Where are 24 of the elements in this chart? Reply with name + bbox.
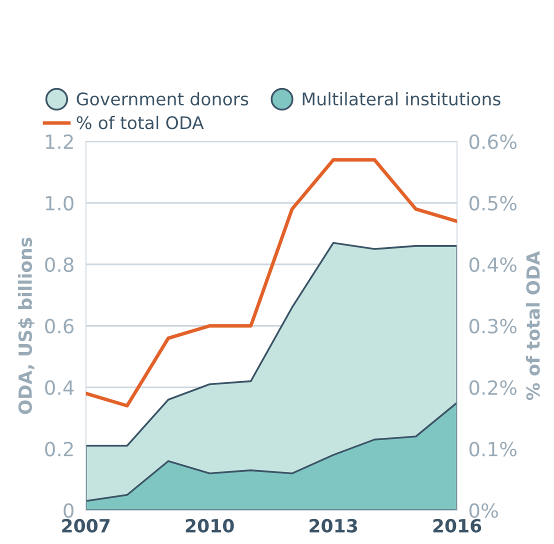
- y2-tick-label: 0.2%: [469, 380, 516, 395]
- y-tick-label: 0.8: [45, 257, 74, 272]
- y2-axis-title: % of total ODA: [526, 251, 540, 400]
- y-tick-label: 1.2: [46, 134, 73, 149]
- legend-label: % of total ODA: [76, 116, 204, 130]
- x-tick-label: 2007: [62, 518, 110, 533]
- y-tick-label: 1.0: [46, 196, 74, 211]
- legend-label: Multilateral institutions: [302, 92, 500, 106]
- y2-tick-label: 0.3%: [469, 318, 516, 334]
- y-axis-title: ODA, US$ billions: [18, 238, 34, 414]
- y-tick-label: 0: [64, 503, 74, 518]
- line-series: [86, 158, 458, 408]
- y-tick-label: 0.4: [45, 380, 74, 395]
- y2-tick-label: 0%: [469, 503, 498, 518]
- legend-label: Government donors: [76, 92, 248, 106]
- y-tick-label: 0.6: [45, 318, 74, 334]
- x-tick-label: 2010: [186, 518, 234, 533]
- y2-tick-label: 0.1%: [469, 442, 516, 456]
- x-tick-label: 2013: [310, 518, 358, 533]
- y2-tick-label: 0.6%: [469, 134, 516, 150]
- y-tick-label: 0.2: [45, 442, 73, 456]
- y2-tick-label: 0.5%: [469, 196, 516, 211]
- y2-tick-label: 0.4%: [469, 257, 516, 272]
- x-tick-label: 2016: [433, 518, 482, 533]
